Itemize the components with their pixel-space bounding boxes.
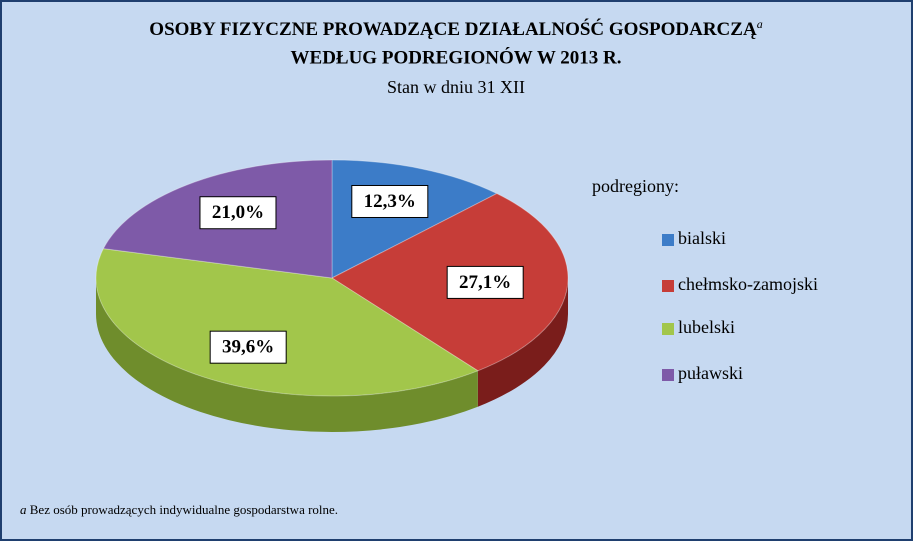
footnote-marker: a — [20, 502, 27, 517]
footnote: a Bez osób prowadzących indywidualne gos… — [20, 502, 338, 517]
data-label: 39,6% — [222, 337, 274, 358]
legend-swatch — [662, 323, 674, 335]
data-label: 27,1% — [459, 272, 511, 293]
data-label-box — [351, 184, 429, 218]
data-label-box — [199, 196, 277, 230]
data-label: 21,0% — [212, 202, 264, 223]
data-label-box — [209, 330, 287, 364]
title-marker: a — [757, 17, 763, 31]
chart-title: WEDŁUG PODREGIONÓW W 2013 R. — [291, 46, 622, 68]
data-label: 12,3% — [364, 191, 416, 212]
legend-swatch — [662, 234, 674, 246]
chart-subtitle: Stan w dniu 31 XII — [387, 77, 525, 97]
legend-title: podregiony: — [592, 176, 679, 196]
legend-swatch — [662, 369, 674, 381]
chart-title: OSOBY FIZYCZNE PROWADZĄCE DZIAŁALNOŚĆ GO… — [149, 17, 762, 41]
slice — [95, 248, 479, 397]
slice-side — [95, 278, 478, 432]
legend-swatch — [662, 280, 674, 292]
legend-label: puławski — [678, 363, 743, 383]
data-label-box — [446, 265, 524, 299]
footnote-text: Bez osób prowadzących indywidualne gospo… — [30, 502, 338, 517]
legend-label: chełmsko-zamojski — [678, 274, 818, 294]
legend-label: bialski — [678, 228, 726, 248]
legend-label: lubelski — [678, 317, 735, 337]
slice-side — [477, 278, 568, 407]
title-line: OSOBY FIZYCZNE PROWADZĄCE DZIAŁALNOŚĆ GO… — [149, 18, 757, 40]
